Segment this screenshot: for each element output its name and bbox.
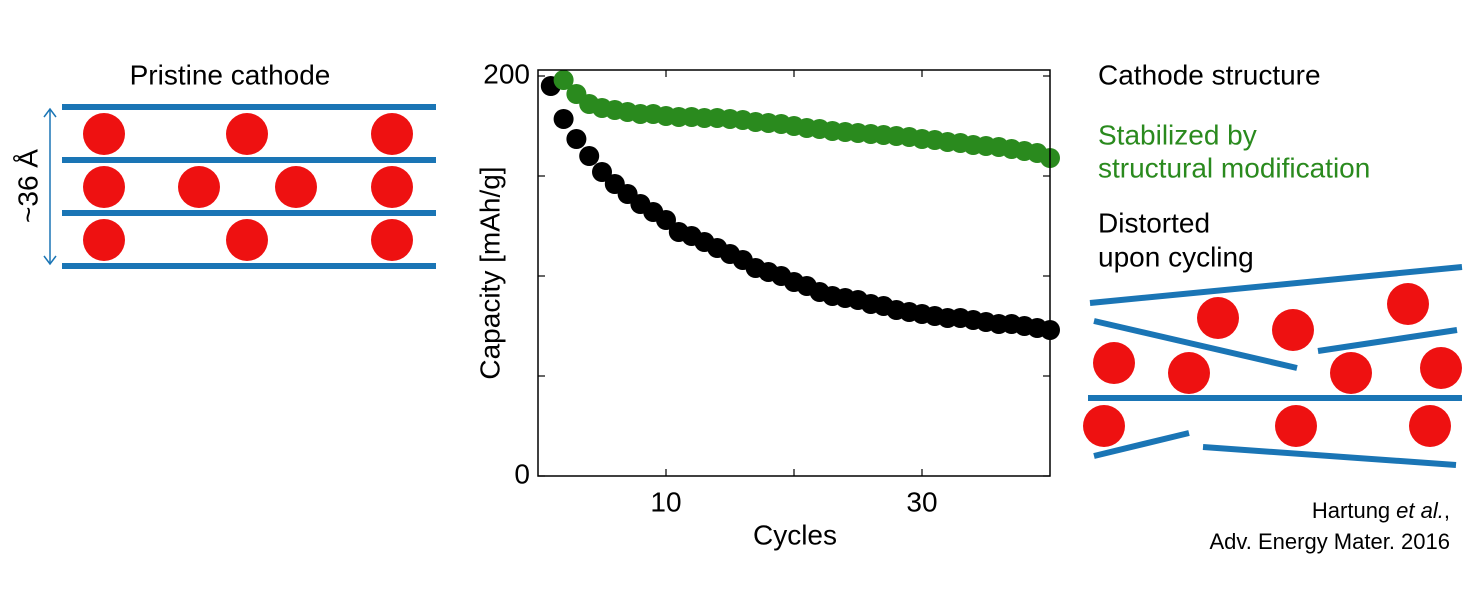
citation: Hartung et al., [1312, 498, 1450, 523]
citation-etal: et al. [1396, 498, 1444, 523]
citation-journal: Adv. Energy Mater. 2016 [1209, 529, 1450, 554]
data-point [656, 210, 676, 230]
x-tick-label: 10 [650, 486, 681, 517]
y-tick-label: 200 [483, 58, 530, 89]
data-point [553, 109, 574, 129]
layer [1089, 264, 1463, 306]
layer [1317, 327, 1458, 354]
data-point [566, 129, 587, 149]
spacing-arrow [43, 107, 57, 266]
right-title: Cathode structure [1098, 59, 1321, 90]
data-point [553, 70, 574, 90]
atoms [83, 113, 413, 261]
distorted-label: upon cycling [1098, 241, 1254, 272]
left-title: Pristine cathode [130, 59, 331, 90]
atoms [1083, 283, 1462, 447]
layer [1093, 430, 1190, 459]
stabilized-label: structural modification [1098, 152, 1370, 183]
x-tick-label: 30 [906, 486, 937, 517]
x-axis-label: Cycles [753, 519, 837, 550]
spacing-label: ~36 Å [12, 149, 43, 223]
y-axis-label: Capacity [mAh/g] [474, 166, 505, 379]
layer [1202, 444, 1457, 468]
citation-comma: , [1444, 498, 1450, 523]
pristine-diagram: Pristine cathode ~36 Å [12, 59, 436, 269]
distorted-diagram: Cathode structure Stabilized by structur… [1083, 59, 1463, 468]
layer [1093, 318, 1298, 371]
citation-author: Hartung [1312, 498, 1390, 523]
stabilized-label: Stabilized by [1098, 119, 1257, 150]
distorted-label: Distorted [1098, 207, 1210, 238]
data-point [579, 146, 600, 166]
data-point [592, 162, 612, 182]
plot-frame [537, 69, 1051, 477]
chart: Cycles Capacity [mAh/g] 10 30 0 200 [474, 58, 1060, 550]
y-tick-label: 0 [514, 458, 530, 489]
